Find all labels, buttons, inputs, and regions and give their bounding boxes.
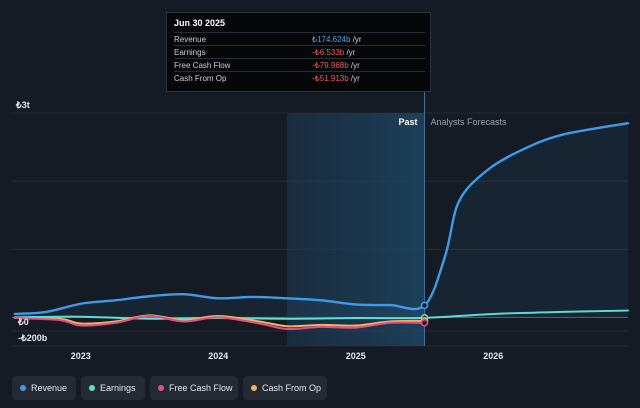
tooltip-label: Earnings: [174, 48, 206, 57]
tooltip-value: -₺6.533b /yr: [312, 48, 356, 57]
legend-label: Revenue: [31, 383, 68, 393]
y-tick-label: ₺3t: [15, 100, 30, 110]
tooltip-date: Jun 30 2025: [174, 18, 226, 28]
series-point-free-cash-flow: [420, 319, 429, 327]
legend-dot-icon: [158, 385, 164, 391]
tooltip-label: Revenue: [174, 35, 207, 44]
series-area-revenue: [14, 123, 628, 318]
series-line-earnings: [13, 309, 629, 320]
legend-cash-from-op[interactable]: Cash From Op: [243, 376, 327, 400]
chart: ₺3t ₺0 -₺200b 2023 2024 2025 2026 Past Analysts …: [12, 92, 630, 361]
legend-revenue[interactable]: Revenue: [12, 376, 76, 400]
tooltip-label: Cash From Op: [174, 74, 227, 83]
tooltip-row-revenue: Revenue ₺174.624b /yr: [174, 32, 425, 46]
forecast-label: Analysts Forecasts: [431, 117, 508, 127]
x-tick-label: 2023: [71, 351, 91, 361]
tooltip-value: ₺174.624b /yr: [312, 35, 362, 44]
legend-free-cash-flow[interactable]: Free Cash Flow: [150, 376, 238, 400]
legend-label: Cash From Op: [262, 383, 322, 393]
y-tick-label: -₺200b: [18, 333, 48, 343]
y-tick-label: ₺0: [17, 317, 29, 327]
legend-dot-icon: [89, 385, 95, 391]
legend-earnings[interactable]: Earnings: [81, 376, 145, 400]
series-line-free-cash-flow: [13, 315, 426, 331]
x-tick-label: 2026: [483, 351, 503, 361]
tooltip-row-fcf: Free Cash Flow -₺79.968b /yr: [174, 58, 425, 72]
series-line-cash-from-op: [13, 314, 426, 328]
series-point-revenue: [420, 301, 429, 310]
tooltip-row-earnings: Earnings -₺6.533b /yr: [174, 45, 425, 59]
x-tick-label: 2025: [346, 351, 366, 361]
legend-label: Earnings: [100, 383, 136, 393]
series-line-revenue: [13, 122, 630, 316]
tooltip-value: -₺79.968b /yr: [312, 61, 360, 70]
legend: Revenue Earnings Free Cash Flow Cash Fro…: [0, 376, 640, 400]
tooltip-value: -₺51.913b /yr: [312, 74, 360, 83]
tooltip-label: Free Cash Flow: [174, 61, 231, 70]
tooltip-row-cfo: Cash From Op -₺51.913b /yr: [174, 71, 425, 85]
legend-dot-icon: [20, 385, 26, 391]
legend-label: Free Cash Flow: [169, 383, 233, 393]
legend-dot-icon: [251, 385, 257, 391]
past-label: Past: [398, 117, 417, 127]
x-tick-label: 2024: [208, 351, 228, 361]
tooltip: Jun 30 2025 Revenue ₺174.624b /yr Earnin…: [166, 12, 431, 92]
